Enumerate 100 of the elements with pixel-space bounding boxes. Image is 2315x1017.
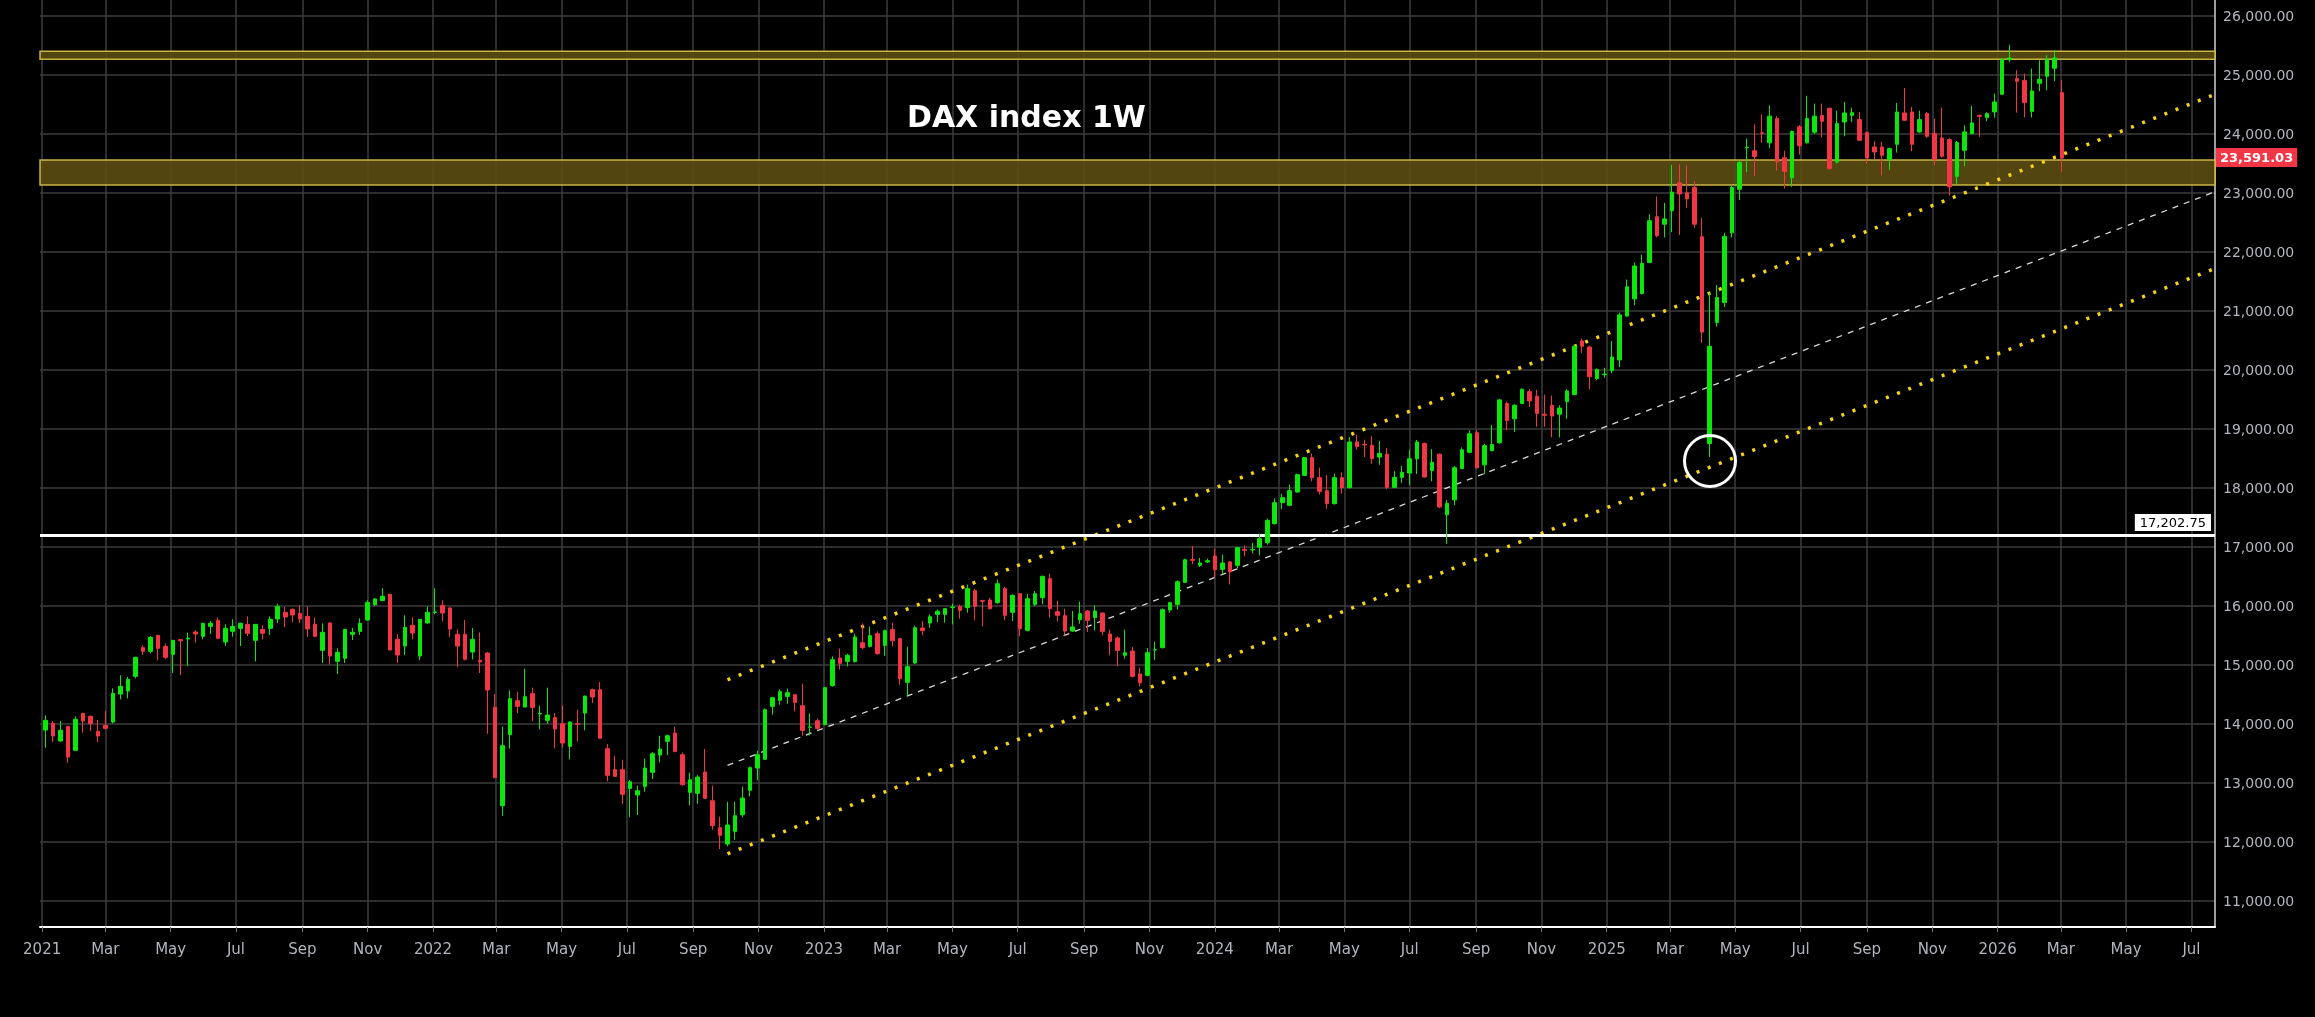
candlestick — [1332, 473, 1337, 506]
candlestick — [875, 630, 880, 656]
candlestick — [1790, 129, 1794, 188]
candlestick — [1467, 429, 1472, 454]
candlestick — [650, 751, 655, 780]
candlestick — [1677, 163, 1682, 236]
candlestick — [905, 646, 910, 697]
candlestick — [433, 587, 437, 615]
candlestick — [290, 607, 295, 623]
candlestick — [1797, 124, 1802, 156]
candlestick — [538, 705, 542, 730]
candlestick — [463, 619, 467, 661]
candlestick — [1362, 439, 1367, 458]
candlestick — [800, 683, 805, 737]
candlestick — [1497, 398, 1502, 445]
candlestick — [1108, 629, 1112, 656]
candlestick — [688, 772, 692, 806]
candlestick — [1392, 470, 1397, 489]
candlestick — [1078, 601, 1082, 625]
x-tick-label: Jul — [1007, 939, 1027, 958]
candlestick — [943, 607, 947, 624]
candlestick — [1910, 106, 1914, 152]
candlestick — [88, 714, 93, 732]
x-tick-label: Sep — [288, 939, 317, 958]
candlestick — [403, 614, 407, 656]
candlestick — [358, 617, 362, 636]
candlestick — [1257, 533, 1262, 556]
candlestick — [703, 748, 707, 800]
candlestick — [508, 689, 512, 750]
candlestick — [1175, 579, 1180, 611]
candlestick — [1640, 254, 1644, 296]
candlestick — [223, 623, 228, 647]
candlestick — [883, 629, 887, 657]
candlestick — [860, 622, 865, 650]
x-tick-label: Nov — [1526, 939, 1557, 958]
candlestick — [620, 759, 625, 805]
annotation: 23,591.03 — [2220, 150, 2294, 166]
x-tick-label: May — [1719, 939, 1751, 958]
candlestick — [725, 801, 730, 847]
candlestick — [583, 695, 587, 731]
candlestick — [1850, 107, 1854, 123]
candlestick — [1287, 484, 1292, 507]
candlestick — [1565, 388, 1569, 420]
candlestick — [103, 710, 108, 730]
candlestick — [388, 593, 392, 651]
x-tick-label: Mar — [1655, 939, 1685, 958]
candlestick — [126, 676, 130, 699]
candlestick — [1715, 284, 1719, 328]
y-tick-label: 18,000.00 — [2223, 479, 2295, 496]
candlestick — [118, 674, 123, 700]
text: DAX index 1W — [907, 98, 1146, 134]
candlestick — [995, 579, 1000, 605]
candlestick — [748, 766, 752, 797]
candlestick — [1055, 600, 1060, 622]
candlestick — [1153, 641, 1157, 661]
candlestick — [1317, 467, 1322, 495]
candlestick — [230, 618, 235, 638]
candlestick — [695, 774, 700, 805]
candlestick — [1707, 292, 1712, 458]
candlestick — [2045, 54, 2049, 91]
candlestick — [1310, 453, 1314, 482]
candlestick — [973, 588, 977, 621]
candlestick — [1325, 474, 1329, 510]
candlestick — [268, 615, 273, 636]
candlestick — [628, 779, 632, 818]
candlestick — [643, 758, 647, 793]
y-tick-label: 26,000.00 — [2223, 7, 2295, 24]
candlestick — [770, 696, 775, 716]
candlestick — [590, 688, 595, 704]
candlestick — [298, 604, 302, 624]
candlestick — [635, 785, 640, 816]
candlestick — [1730, 184, 1734, 238]
candlestick — [1168, 601, 1172, 614]
candlestick — [1977, 114, 1982, 138]
candlestick — [1527, 388, 1532, 408]
candlestick — [193, 629, 198, 644]
candlestick — [778, 688, 782, 706]
candlestick — [1347, 436, 1352, 490]
y-tick-label: 20,000.00 — [2223, 361, 2295, 378]
candlestick — [1445, 499, 1449, 545]
candlestick — [823, 686, 827, 726]
candlestick — [1093, 604, 1097, 631]
y-tick-label: 25,000.00 — [2223, 66, 2295, 83]
x-tick-label: Sep — [679, 939, 708, 958]
candlestick — [763, 707, 767, 761]
candlestick — [2060, 79, 2064, 173]
candlestick — [283, 606, 288, 628]
candlestick — [1138, 667, 1142, 687]
candlestick — [553, 712, 557, 749]
candlestick — [111, 687, 115, 724]
candlestick — [1415, 439, 1419, 475]
candlestick — [1767, 104, 1772, 149]
candlestick — [1115, 635, 1120, 667]
candlestick — [1985, 111, 1989, 122]
candlestick — [1355, 434, 1359, 451]
candlestick — [253, 623, 258, 662]
candlestick — [1370, 435, 1374, 465]
candlestick — [1535, 389, 1539, 428]
x-tick-label: May — [155, 939, 187, 958]
candlestick — [1745, 138, 1749, 173]
